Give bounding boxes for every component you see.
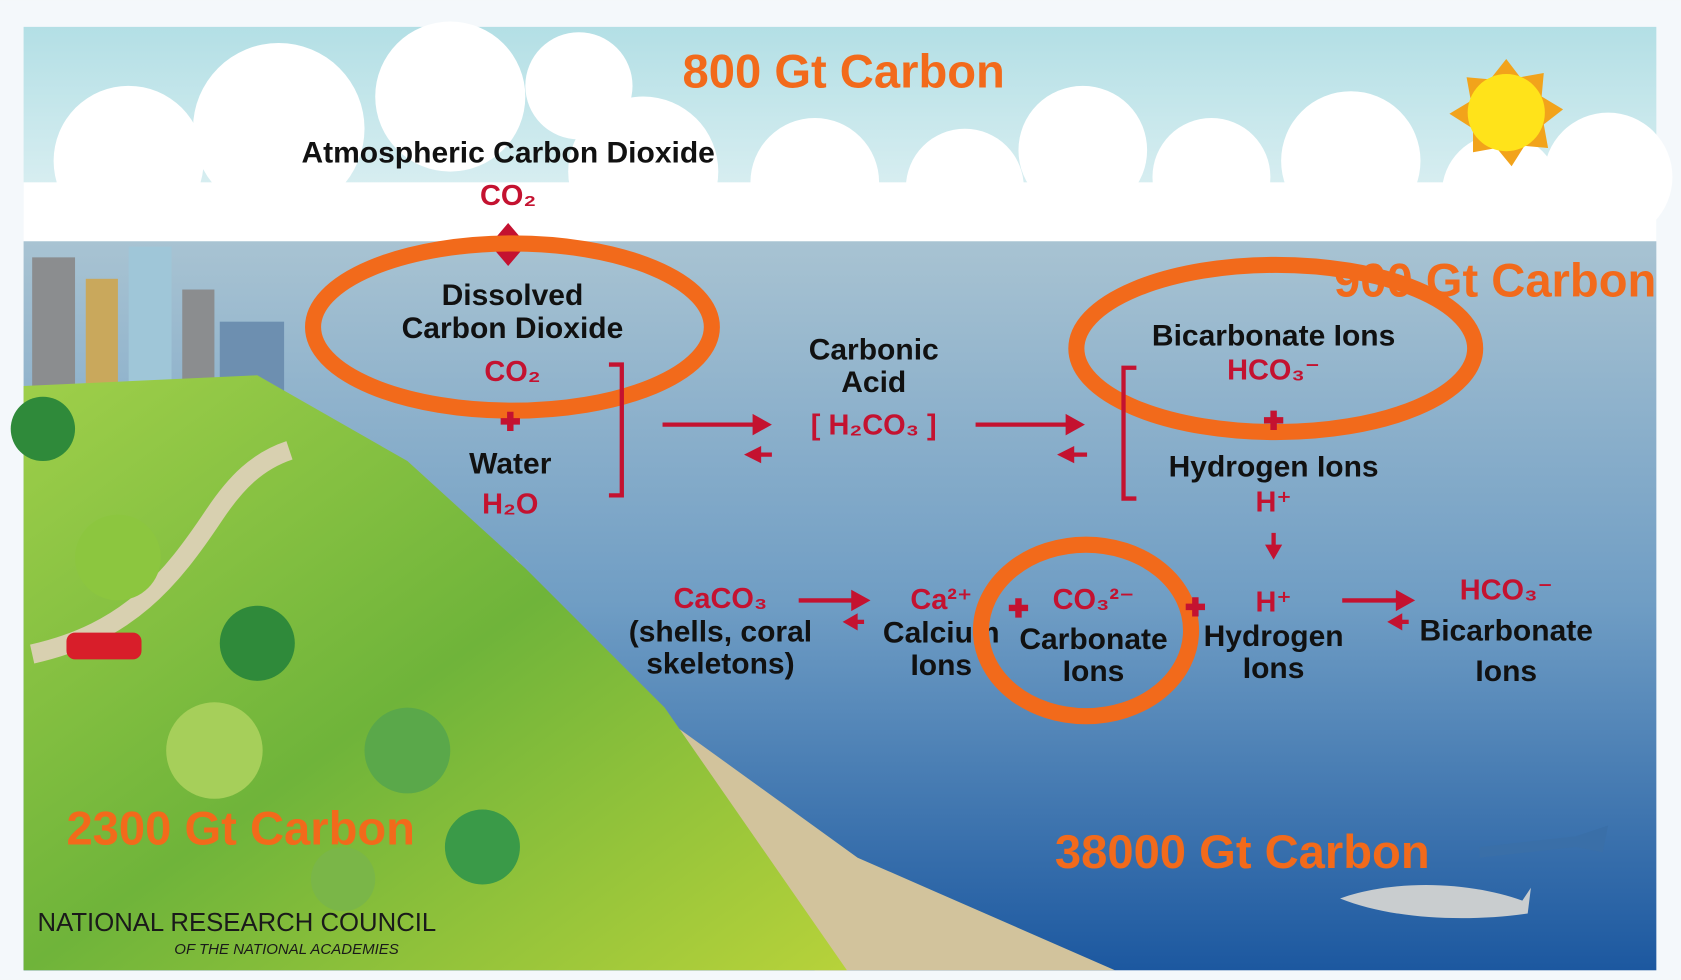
formula: HCO₃⁻: [1460, 574, 1553, 606]
label: Ions: [1243, 652, 1305, 685]
diagram: 800 Gt Carbon Atmospheric Carbon Dioxide…: [0, 0, 1681, 980]
carbon-amount: 38000 Gt Carbon: [1055, 825, 1430, 878]
label: Ions: [1475, 655, 1537, 688]
formula: H⁺: [1256, 487, 1292, 519]
tree: [311, 847, 375, 911]
label: (shells, coral: [629, 616, 812, 649]
label: Carbonic: [809, 334, 939, 367]
label: Dissolved: [442, 279, 584, 312]
car: [66, 633, 141, 660]
credit-sub: OF THE NATIONAL ACADEMIES: [174, 941, 399, 958]
formula: CO₃²⁻: [1053, 584, 1135, 616]
tree: [220, 606, 295, 681]
tree: [166, 702, 262, 798]
formula: Ca²⁺: [910, 584, 972, 616]
label: Acid: [841, 366, 906, 399]
label: Atmospheric Carbon Dioxide: [301, 136, 714, 169]
cloud: [24, 182, 1657, 241]
formula: CO₂: [484, 356, 540, 388]
building: [129, 247, 172, 386]
carbon-amount: 800 Gt Carbon: [683, 45, 1005, 98]
label: Hydrogen: [1204, 620, 1344, 653]
label: Bicarbonate Ions: [1152, 320, 1395, 353]
building: [86, 279, 118, 386]
formula: HCO₃⁻: [1227, 355, 1320, 387]
formula: [ H₂CO₃ ]: [811, 409, 937, 441]
building: [32, 257, 75, 386]
tree: [365, 708, 451, 794]
formula: H₂O: [482, 489, 538, 521]
credit: NATIONAL RESEARCH COUNCIL: [38, 909, 437, 937]
building: [182, 290, 214, 386]
tree: [75, 515, 161, 601]
label: Ions: [1063, 655, 1125, 688]
label: Carbon Dioxide: [402, 312, 624, 345]
tree: [445, 809, 520, 884]
sun: [1468, 74, 1545, 151]
tree: [11, 397, 75, 461]
label: Ions: [910, 649, 972, 682]
formula: H⁺: [1256, 586, 1292, 618]
label: Carbonate: [1019, 623, 1167, 656]
formula: CaCO₃: [674, 583, 768, 615]
label: skeletons): [646, 648, 794, 681]
label: Water: [469, 447, 552, 480]
formula: CO₂: [480, 180, 536, 212]
page: 800 Gt Carbon Atmospheric Carbon Dioxide…: [0, 0, 1681, 980]
label: Hydrogen Ions: [1169, 450, 1379, 483]
carbon-amount: 2300 Gt Carbon: [66, 801, 415, 854]
label: Bicarbonate: [1420, 615, 1593, 648]
